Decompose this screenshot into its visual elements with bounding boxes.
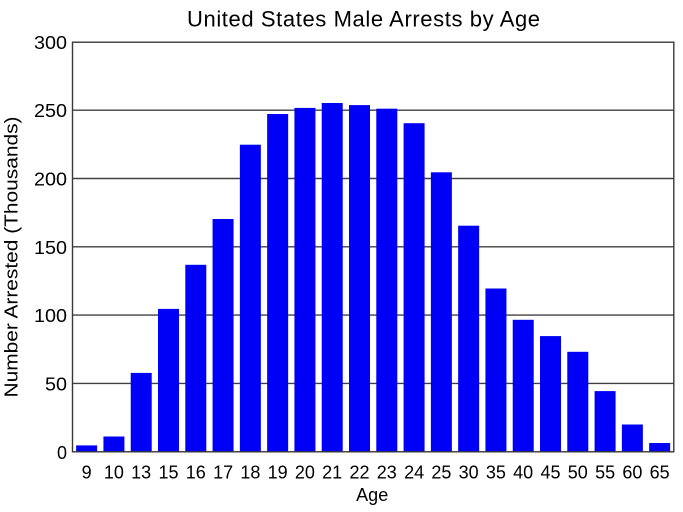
svg-text:19: 19 <box>268 463 288 483</box>
svg-text:23: 23 <box>377 463 397 483</box>
svg-text:United States Male Arrests by: United States Male Arrests by Age <box>187 6 541 31</box>
svg-text:150: 150 <box>34 238 67 258</box>
svg-text:45: 45 <box>540 463 560 483</box>
svg-text:55: 55 <box>595 463 615 483</box>
svg-text:24: 24 <box>404 463 424 483</box>
svg-text:300: 300 <box>34 33 67 53</box>
svg-text:100: 100 <box>34 306 67 326</box>
svg-text:60: 60 <box>622 463 642 483</box>
svg-text:250: 250 <box>34 101 67 121</box>
svg-text:50: 50 <box>568 463 588 483</box>
svg-text:21: 21 <box>322 463 342 483</box>
svg-text:16: 16 <box>186 463 206 483</box>
svg-text:Age: Age <box>356 485 388 505</box>
svg-text:22: 22 <box>349 463 369 483</box>
svg-text:13: 13 <box>131 463 151 483</box>
svg-text:15: 15 <box>158 463 178 483</box>
svg-text:30: 30 <box>459 463 479 483</box>
svg-text:25: 25 <box>431 463 451 483</box>
svg-text:Number Arrested (Thousands): Number Arrested (Thousands) <box>2 117 22 398</box>
svg-text:20: 20 <box>295 463 315 483</box>
svg-text:9: 9 <box>82 463 92 483</box>
svg-text:50: 50 <box>45 374 67 394</box>
svg-text:17: 17 <box>213 463 233 483</box>
svg-text:40: 40 <box>513 463 533 483</box>
svg-text:18: 18 <box>240 463 260 483</box>
svg-text:0: 0 <box>57 443 67 463</box>
svg-text:35: 35 <box>486 463 506 483</box>
svg-text:10: 10 <box>104 463 124 483</box>
svg-text:200: 200 <box>34 170 67 190</box>
svg-text:65: 65 <box>650 463 670 483</box>
